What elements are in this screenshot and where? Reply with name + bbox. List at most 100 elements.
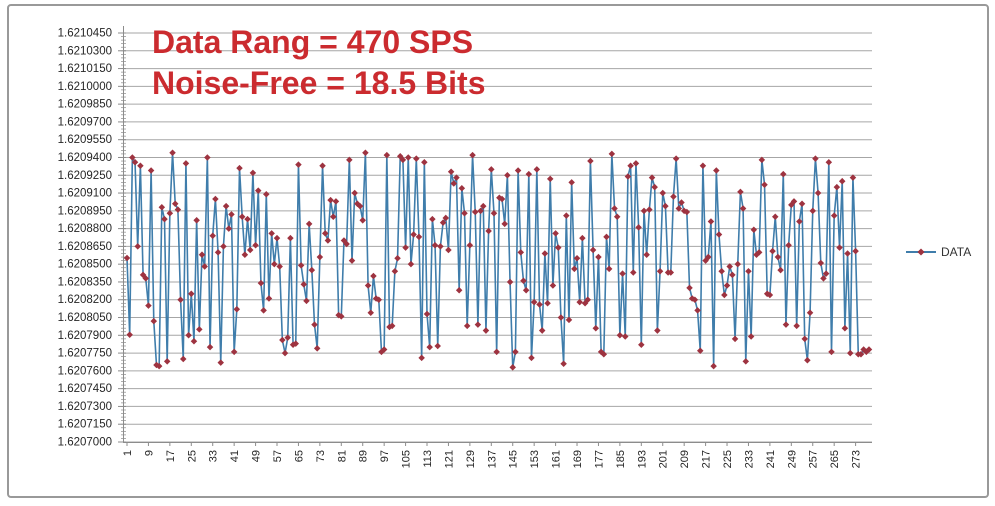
data-point-marker [838,177,846,185]
x-tick-label: 217 [701,450,713,468]
data-point-marker [509,364,516,371]
data-point-marker [180,355,187,363]
x-tick-label: 41 [229,450,241,462]
data-point-marker [670,193,677,200]
data-point-marker [145,302,152,309]
data-point-marker [241,251,249,258]
data-point-marker [212,195,219,203]
data-point-marker [801,335,808,343]
data-point-marker [142,275,150,282]
data-point-marker [608,150,616,158]
data-point-marker [576,298,583,306]
data-point-marker [418,354,425,362]
data-point-marker [163,358,171,365]
data-point-marker [488,166,495,173]
data-point-marker [225,225,233,232]
data-point-marker [630,269,637,276]
data-point-marker [292,340,300,347]
data-point-marker [782,321,790,328]
data-point-marker [268,230,275,237]
data-point-marker [525,170,533,178]
annotation-line-1: Data Rang = 470 SPS [152,24,474,60]
data-point-marker [407,260,415,268]
data-point-marker [174,206,182,213]
data-point-marker [651,183,658,191]
data-point-marker [209,232,216,239]
data-point-marker [841,324,849,332]
data-point-marker [493,348,500,356]
x-tick-label: 209 [679,450,691,468]
data-point-marker [423,310,431,318]
data-point-marker [316,253,324,261]
data-point-marker [434,342,441,350]
x-axis-labels: 1 9 17 25 33 41 49 57 65 73 81 89 97 105 113 121 129 137 1… [122,442,863,468]
data-point-marker [252,241,259,249]
data-point-marker [654,327,661,334]
data-point-marker [324,237,332,244]
data-point-marker [506,278,514,286]
y-tick-label: 1.6208350 [58,276,112,288]
annotation-line-2: Noise-Free = 18.5 Bits [152,65,486,101]
data-point-marker [514,167,522,174]
data-point-marker [201,263,208,270]
data-point-marker [338,313,345,320]
data-point-marker [780,170,787,178]
x-tick-label: 249 [786,450,798,468]
data-point-marker [295,161,302,168]
data-point-marker [812,155,819,162]
x-tick-label: 257 [808,450,820,468]
data-point-marker [271,260,278,268]
data-point-marker [648,174,656,181]
y-tick-label: 1.6210450 [58,28,112,40]
data-point-marker [490,209,498,217]
data-point-marker [244,215,251,223]
data-point-marker [450,180,458,187]
data-point-marker [185,332,192,339]
data-point-marker [522,287,530,294]
data-point-marker [217,359,225,366]
data-point-marker [541,250,549,257]
data-point-marker [147,167,155,174]
data-point-marker [672,155,680,162]
data-point-marker [667,269,675,276]
x-tick-label: 121 [443,450,455,468]
data-point-marker [405,154,412,161]
data-point-marker [346,156,353,164]
data-point-marker [836,244,843,251]
data-point-marker [480,202,487,210]
x-tick-label: 137 [486,450,498,468]
data-point-marker [587,157,594,165]
data-point-marker [431,241,439,249]
data-point-marker [605,265,613,273]
y-tick-label: 1.6209100 [58,188,112,200]
data-point-marker [169,149,176,156]
data-point-marker [206,343,214,351]
data-point-marker [351,189,358,197]
x-tick-label: 105 [401,450,413,468]
data-point-marker [857,351,865,358]
data-point-marker [359,217,366,224]
legend-line-sample [906,248,936,256]
data-point-marker [632,160,640,167]
data-point-marker [619,270,626,277]
data-point-marker [297,262,305,269]
data-point-marker [565,316,573,324]
x-tick-label: 225 [722,450,734,468]
data-point-marker [817,259,825,267]
data-point-marker [742,358,750,365]
data-point-marker [747,333,755,340]
data-point-marker [137,162,144,170]
data-point-marker [332,198,340,205]
data-point-marker [696,347,704,354]
data-point-marker [445,246,452,254]
x-tick-label: 129 [465,450,477,468]
data-point-marker [710,362,717,370]
data-point-marker [662,202,669,210]
data-point-marker [718,268,725,275]
data-point-marker [603,233,610,241]
data-point-marker [659,189,666,197]
x-tick-label: 169 [572,450,584,468]
x-tick-label: 265 [829,450,841,468]
